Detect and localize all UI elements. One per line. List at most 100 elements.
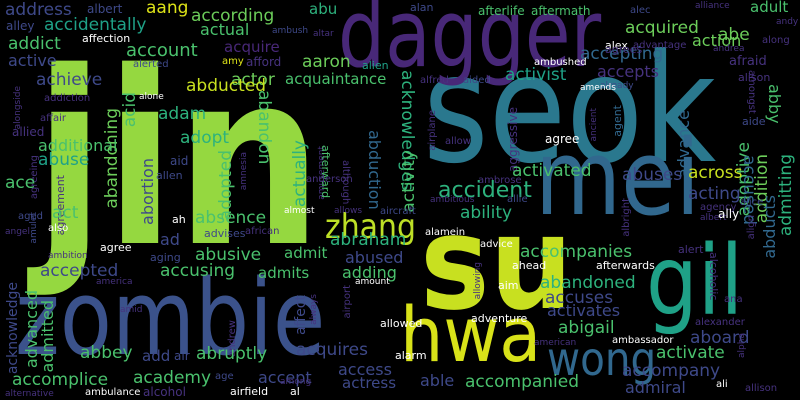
word: admit [284, 244, 328, 262]
word: alfred [420, 75, 449, 86]
word: alternative [5, 389, 54, 399]
word: activist [505, 65, 567, 85]
word: hwa [400, 290, 542, 379]
word: afterward [319, 145, 332, 199]
word: age [215, 371, 234, 382]
word: allowing [473, 262, 483, 300]
word: access [338, 360, 392, 379]
word: acknowledge [5, 282, 21, 375]
word: admitting [776, 154, 796, 237]
word: acting [688, 184, 741, 204]
word: wong [547, 332, 657, 386]
word: acquaintance [285, 70, 387, 88]
word: adopt [180, 128, 230, 148]
word: andy [776, 17, 799, 27]
word: adam [158, 104, 207, 124]
word: activity [399, 150, 419, 213]
word: accident [438, 178, 532, 203]
word: afterwards [596, 259, 655, 272]
word: air [174, 349, 190, 363]
word: actor [231, 70, 275, 90]
word: ambush [272, 26, 309, 36]
word: abandoned [540, 273, 636, 293]
word: accepting [580, 44, 664, 64]
word: amends [580, 83, 616, 93]
word: gil [646, 225, 744, 337]
word: abu [309, 0, 338, 18]
word: zhang [325, 207, 416, 247]
word: address [5, 0, 72, 20]
word: aaron [302, 52, 351, 72]
word: aided [463, 75, 491, 86]
word: accidentally [44, 15, 147, 35]
word: additional [38, 136, 118, 155]
word: american [534, 338, 577, 348]
word: admiral [625, 378, 686, 397]
word: alcohol [143, 385, 186, 399]
word: alien [362, 59, 389, 72]
word: already [600, 81, 634, 91]
word: abe [718, 25, 750, 45]
word: ace [5, 173, 36, 193]
word: adult [750, 0, 789, 16]
word: zombie [15, 257, 326, 379]
word: ability [460, 203, 513, 223]
word: mei [535, 117, 701, 239]
word: albert [700, 213, 727, 223]
word: alec [630, 5, 651, 16]
word: ally [718, 207, 740, 221]
word: airplane [427, 110, 438, 151]
word: abbey [80, 343, 133, 363]
word: amnesia [239, 152, 249, 191]
word: albert [87, 2, 123, 16]
word: ambitious [430, 195, 475, 205]
word: across [688, 163, 743, 183]
word: acquired [625, 18, 699, 38]
word: alex [605, 39, 628, 52]
word: ancient [589, 108, 599, 142]
word: seok [423, 23, 717, 197]
word: su [420, 187, 573, 339]
word: actress [342, 374, 397, 392]
word: alliance [695, 1, 730, 11]
word: abusive [195, 245, 262, 265]
word: andrea [713, 44, 745, 54]
word: abby [765, 84, 784, 124]
word: aging [150, 251, 181, 264]
word: ambassador [612, 335, 674, 346]
word: alpha [737, 333, 747, 358]
word: abuse [38, 150, 90, 170]
word: aftermath [531, 4, 591, 18]
word: adding [342, 263, 397, 282]
word: anderson [306, 174, 353, 185]
word: alan [410, 1, 434, 14]
word: amount [355, 277, 390, 287]
word: acquire [224, 38, 280, 56]
word: al [290, 385, 300, 398]
word: abandon [254, 90, 274, 165]
word: angel [5, 227, 30, 237]
word: alongside [13, 86, 23, 130]
word: align [746, 215, 757, 240]
word: advantage [633, 40, 687, 51]
word: alcoholic [707, 252, 720, 301]
word: ambrose [478, 175, 522, 186]
word: achieve [36, 70, 103, 90]
word: ahead [512, 259, 547, 272]
word: activate [656, 343, 725, 363]
word: academy [133, 368, 212, 388]
word: allen [156, 169, 183, 182]
word: abraham [330, 230, 407, 250]
word: absence [195, 208, 267, 228]
word: agency [700, 202, 737, 213]
word: allison [745, 383, 778, 394]
word: admits [258, 264, 310, 282]
word: dagger [338, 0, 602, 89]
word: accepted [40, 261, 119, 281]
word: ah [172, 213, 186, 226]
word: allow [445, 136, 471, 147]
word: affection [82, 32, 131, 45]
word: abduction [365, 130, 384, 210]
word: addiction [44, 93, 91, 104]
